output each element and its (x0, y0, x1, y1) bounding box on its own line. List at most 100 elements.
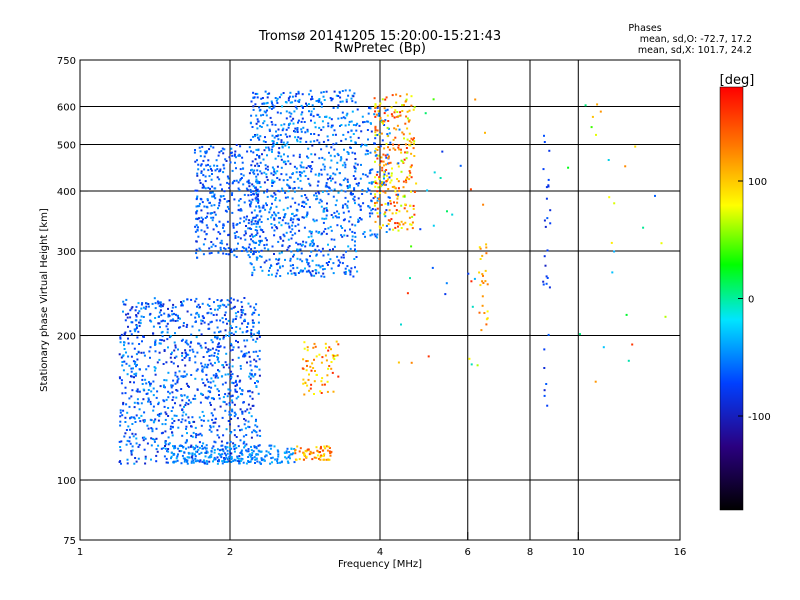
data-point (352, 197, 355, 200)
data-point (305, 102, 307, 105)
data-point (311, 241, 314, 244)
data-point (222, 400, 225, 403)
data-point (413, 142, 415, 145)
data-point (232, 460, 235, 462)
data-point (393, 186, 396, 189)
y-axis-label: Stationary phase Virtual Height [km] (39, 208, 50, 392)
data-point (213, 408, 216, 411)
data-point (188, 349, 191, 352)
data-point (274, 157, 277, 160)
data-point (287, 126, 290, 129)
data-point (278, 252, 281, 255)
data-point (161, 305, 164, 308)
data-point (326, 390, 329, 393)
data-point (177, 365, 179, 368)
data-point (209, 321, 212, 324)
data-point (347, 94, 350, 97)
data-point (278, 190, 281, 193)
data-point (138, 324, 141, 327)
data-point (388, 196, 391, 199)
data-point (198, 460, 201, 463)
data-point (194, 453, 196, 456)
data-point (340, 256, 343, 259)
data-point (325, 346, 327, 349)
data-point (253, 250, 255, 253)
data-point (302, 126, 305, 129)
data-point (257, 137, 260, 140)
data-point (315, 264, 318, 267)
data-point (147, 400, 149, 403)
data-point (234, 413, 237, 416)
data-point (154, 373, 157, 376)
data-point (192, 461, 195, 464)
data-point (243, 418, 246, 420)
data-point (275, 272, 278, 275)
data-point (248, 256, 251, 259)
data-point (397, 146, 400, 149)
data-point (366, 175, 369, 178)
data-point (266, 188, 269, 191)
data-point (174, 446, 177, 449)
data-point (235, 446, 238, 449)
data-point (192, 397, 195, 400)
data-point (271, 184, 274, 187)
data-point (200, 419, 203, 422)
data-point (169, 428, 172, 430)
data-point (236, 375, 239, 378)
data-point (164, 320, 166, 323)
data-point (276, 269, 279, 272)
data-point (232, 226, 235, 229)
data-point (316, 113, 319, 116)
data-point (253, 311, 256, 314)
data-point (325, 359, 328, 362)
data-point (186, 460, 188, 463)
data-point (198, 315, 200, 318)
data-point (270, 206, 272, 209)
data-point (376, 233, 379, 236)
stats-heading: Phases (628, 23, 661, 34)
data-point (311, 98, 314, 100)
data-point (176, 375, 179, 378)
data-point (410, 104, 413, 107)
data-point (294, 136, 297, 139)
data-point (254, 382, 256, 384)
data-point (386, 114, 389, 117)
data-point (291, 224, 294, 227)
data-point (181, 418, 184, 421)
data-point (209, 362, 212, 365)
data-point (385, 224, 388, 227)
data-point (302, 166, 305, 169)
data-point (203, 168, 206, 171)
data-point (252, 151, 255, 154)
data-point (364, 173, 367, 176)
data-point (271, 101, 273, 104)
data-point (318, 157, 321, 160)
data-point (393, 127, 396, 130)
data-point (183, 451, 186, 454)
data-point (163, 386, 165, 388)
data-point (293, 165, 296, 168)
data-point (481, 295, 484, 298)
data-point (239, 459, 242, 462)
data-point (325, 232, 328, 235)
data-point (369, 107, 372, 110)
data-point (293, 461, 296, 464)
data-point (545, 383, 548, 385)
data-point (199, 432, 202, 435)
data-point (284, 213, 287, 215)
data-point (296, 127, 299, 129)
data-point (198, 202, 201, 205)
data-point (153, 366, 156, 369)
data-point (154, 350, 157, 353)
data-point (378, 133, 381, 136)
data-point (230, 447, 233, 450)
data-point (336, 106, 339, 109)
data-point (190, 333, 193, 336)
data-point (271, 123, 274, 126)
data-point (405, 157, 408, 160)
data-point (232, 181, 235, 184)
data-point (343, 234, 346, 237)
data-point (285, 450, 288, 453)
data-point (299, 179, 302, 182)
data-point (222, 337, 225, 340)
